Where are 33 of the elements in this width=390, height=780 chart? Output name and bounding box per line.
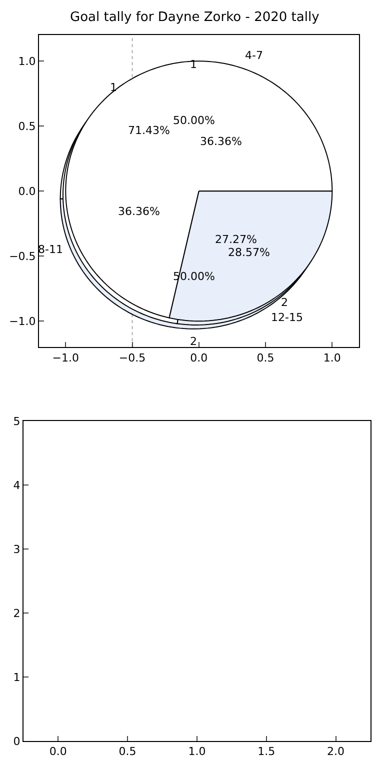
y-tick-label: 0 xyxy=(13,734,20,748)
y-tick-label: 4 xyxy=(13,479,20,492)
data-label: 71.43% xyxy=(128,124,170,137)
y-tick-label: 2 xyxy=(13,606,20,620)
data-label: 27.27% xyxy=(215,233,257,246)
x-tick-label: 0.0 xyxy=(190,351,208,364)
x-tick-label: 0.5 xyxy=(256,351,274,364)
data-label: 36.36% xyxy=(200,135,242,148)
slice-label: 4-7 xyxy=(245,49,263,62)
y-tick-label: 0.5 xyxy=(18,120,36,133)
x-tick-label: −1.0 xyxy=(52,351,80,364)
slice-label: 2 xyxy=(281,296,288,309)
data-label: 36.36% xyxy=(118,205,160,218)
data-label: 50.00% xyxy=(173,114,215,127)
slice-label: 12-15 xyxy=(271,311,303,324)
y-tick-label: −0.5 xyxy=(9,250,36,263)
y-tick-label: 0.0 xyxy=(18,184,36,198)
y-tick-label: −1.0 xyxy=(9,314,36,328)
x-tick-label: 1.0 xyxy=(188,745,206,758)
x-tick-label: 2.0 xyxy=(327,745,345,758)
x-tick-label: 0.0 xyxy=(49,745,67,758)
chart-title: Goal tally for Dayne Zorko - 2020 tally xyxy=(70,10,320,25)
x-tick-label: 1.5 xyxy=(258,745,276,758)
x-tick-label: 1.0 xyxy=(323,351,341,364)
y-tick-label: 1.0 xyxy=(18,54,36,68)
y-tick-label: 5 xyxy=(13,415,20,428)
y-tick-label: 1 xyxy=(13,670,20,684)
x-tick-label: 0.5 xyxy=(118,745,136,758)
data-label: 28.57% xyxy=(228,246,270,259)
slice-label: 8-11 xyxy=(38,243,63,256)
x-tick-label: −0.5 xyxy=(118,351,146,364)
y-tick-label: 3 xyxy=(13,542,20,556)
slice-label: 2 xyxy=(190,335,197,348)
